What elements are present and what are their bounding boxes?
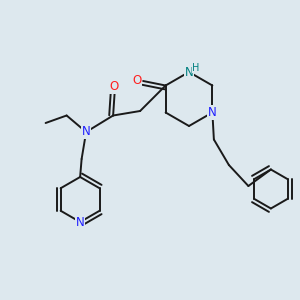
- Text: N: N: [82, 125, 91, 139]
- Text: O: O: [110, 80, 118, 93]
- Text: N: N: [208, 106, 217, 119]
- Text: O: O: [132, 74, 141, 87]
- Text: N: N: [184, 65, 194, 79]
- Text: H: H: [192, 63, 199, 73]
- Text: N: N: [76, 215, 85, 229]
